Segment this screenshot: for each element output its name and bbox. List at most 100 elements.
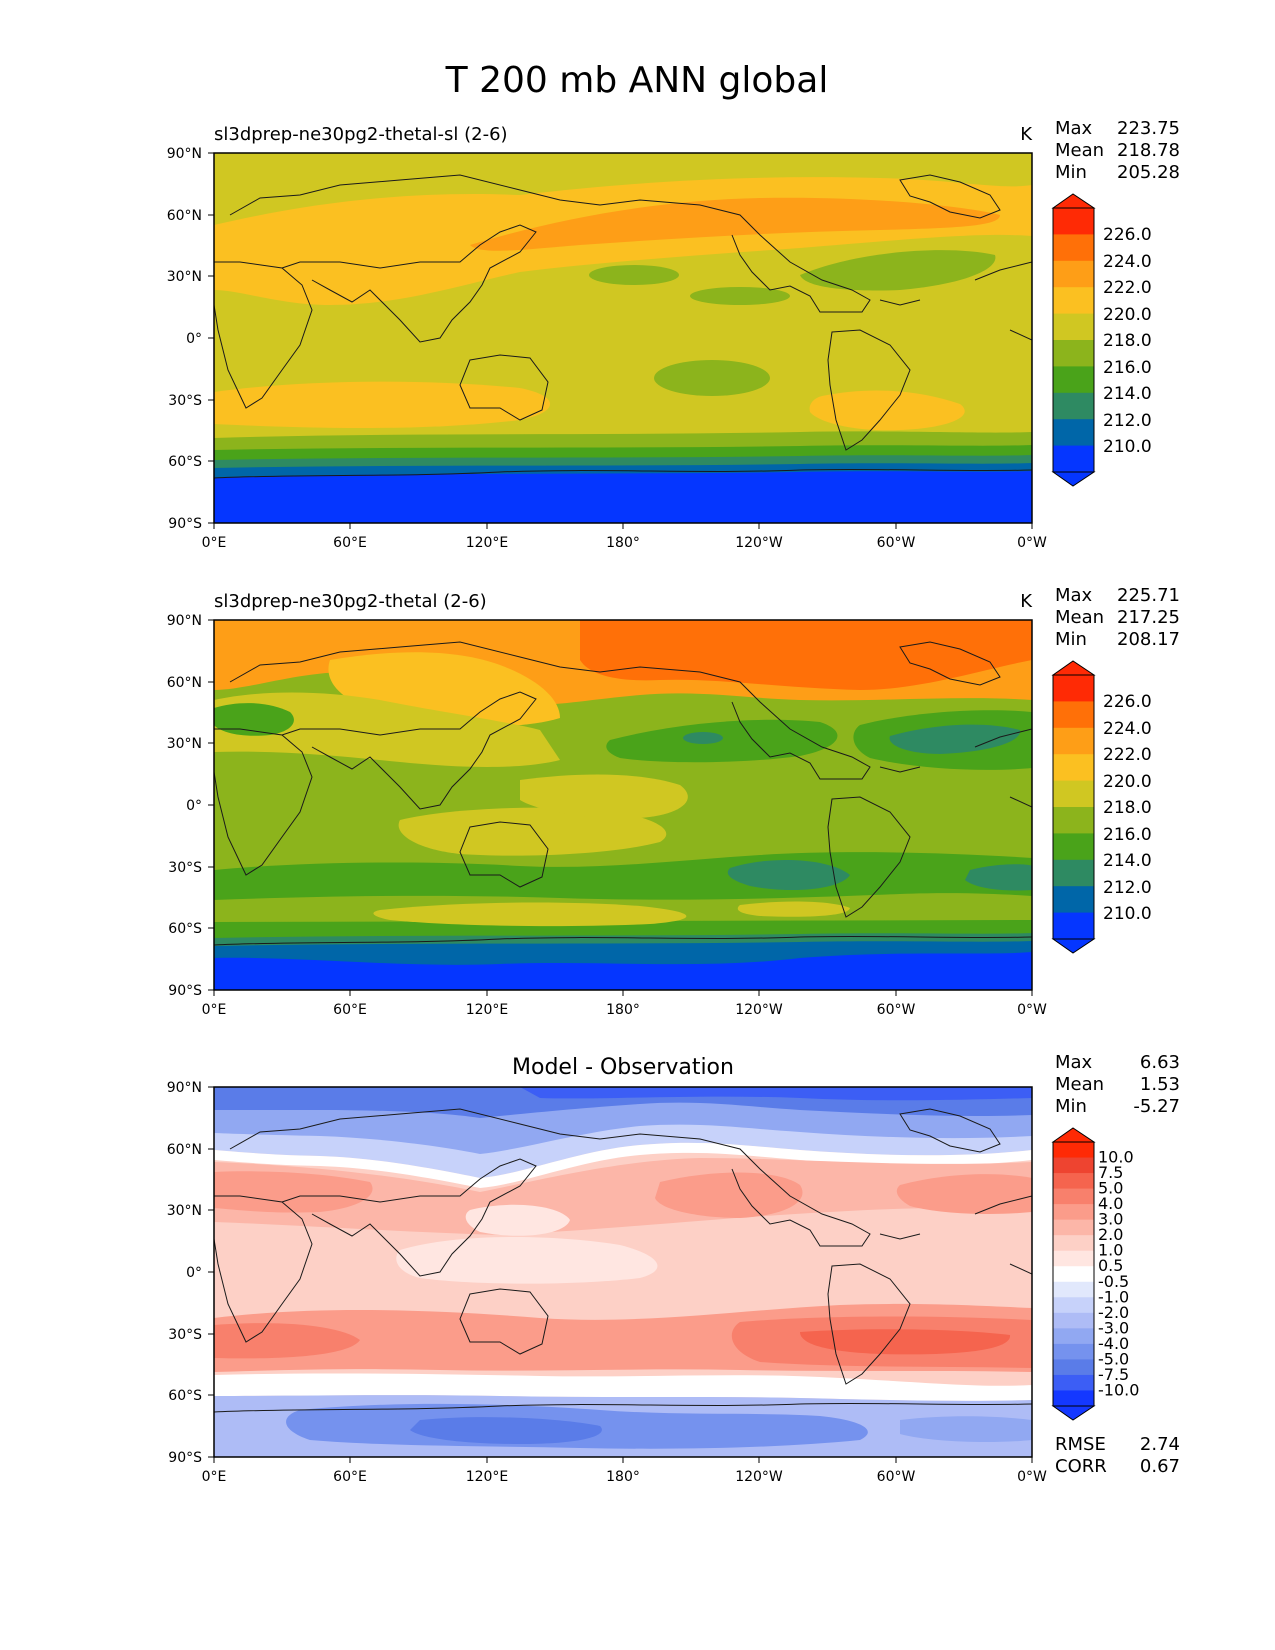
cb-tick: 7.5 [1098,1163,1123,1182]
cb-tick: 218.0 [1103,798,1152,818]
colorbar-swatch [1053,340,1094,367]
lat-tick-0: 0° [186,331,202,347]
colorbar-swatch [1053,1328,1094,1345]
lat-tick-60n: 60°N [167,675,202,691]
lon-tick-60w: 60°W [877,535,916,551]
colorbar-swatch [1053,859,1094,887]
panel-diff-stats: Max 6.63 Mean 1.53 Min -5.27 RMSE 2.74 C… [1055,1052,1180,1477]
cb-tick: 224.0 [1103,252,1152,272]
lat-tick-90n: 90°N [167,146,202,162]
colorbar-bottom-arrow [1051,1405,1096,1421]
colorbar-swatch [1053,313,1094,341]
lon-tick-120w: 120°W [735,1469,783,1485]
diff-mid-3-atl [896,1174,1032,1214]
diff-south-white [214,1373,1032,1401]
lat-tick-90n: 90°N [167,613,202,629]
lat-tick-60s: 60°S [168,1388,202,1404]
stat-label-max: Max [1055,1052,1093,1073]
stat-value-corr: 0.67 [1140,1456,1180,1477]
field-north-224 [580,620,1032,690]
diff-north-white [214,1142,1032,1188]
cb-tick: 220.0 [1103,772,1152,792]
field-south-below [214,952,1032,990]
stat-label-corr: CORR [1055,1456,1107,1477]
cb-tick: -2.0 [1098,1303,1129,1322]
lat-tick-60s: 60°S [168,454,202,470]
lon-tick-60e: 60°E [333,1469,367,1485]
stat-value-mean: 218.78 [1117,140,1180,161]
stat-value-max: 223.75 [1117,118,1180,139]
field-216-atlantic [800,250,996,291]
stat-label-min: Min [1055,1096,1087,1117]
field-south-220-west [214,381,550,428]
lon-tick-60e: 60°E [333,1002,367,1018]
cb-tick: 210.0 [1103,437,1152,457]
panel-test-map [214,153,1032,523]
lat-tick-90s: 90°S [168,1450,202,1466]
cb-tick: 212.0 [1103,411,1152,431]
lon-tick-120e: 120°E [466,535,509,551]
cb-tick: 214.0 [1103,851,1152,871]
stat-value-rmse: 2.74 [1140,1434,1180,1455]
colorbar-swatch [1053,1142,1094,1159]
colorbar-swatch [1053,392,1094,420]
stat-value-max: 6.63 [1140,1052,1180,1073]
stat-value-min: -5.27 [1133,1096,1180,1117]
colorbar-swatch [1053,1297,1094,1314]
colorbar-swatch [1053,1157,1094,1174]
cb-tick: 3.0 [1098,1210,1123,1229]
diff-south-neg3 [410,1417,602,1444]
panel-test-colorbar: 226.0 224.0 222.0 220.0 218.0 216.0 214.… [1051,193,1152,487]
cb-tick: 218.0 [1103,331,1152,351]
cb-tick: 226.0 [1103,692,1152,712]
field-north-222 [470,197,1000,251]
lon-tick-180: 180° [606,1469,640,1485]
diff-south-4 [214,1323,360,1359]
panel-diff-title: Model - Observation [512,1055,734,1080]
stat-label-min: Min [1055,629,1087,650]
colorbar-top-arrow [1051,660,1096,676]
lon-tick-0w: 0°W [1017,1469,1047,1485]
panel-test-lat-ticks: 90°N 60°N 30°N 0° 30°S 60°S 90°S [167,146,214,532]
lon-tick-0w: 0°W [1017,1002,1047,1018]
diff-south-5 [800,1329,1011,1355]
cb-tick: 220.0 [1103,305,1152,325]
stat-label-mean: Mean [1055,140,1104,161]
stat-value-mean: 217.25 [1117,607,1180,628]
lat-tick-90s: 90°S [168,516,202,532]
colorbar-segments [1052,674,1095,940]
cb-tick: -1.0 [1098,1287,1129,1306]
colorbar-swatch [1053,780,1094,808]
colorbar-swatch [1053,366,1094,394]
cb-tick: 224.0 [1103,719,1152,739]
stat-label-mean: Mean [1055,607,1104,628]
colorbar-swatch [1053,1374,1094,1391]
colorbar-swatch [1053,1343,1094,1360]
colorbar-swatch [1053,807,1094,834]
colorbar-swatch [1053,234,1094,262]
panel-ref-stats: Max 225.71 Mean 217.25 Min 208.17 [1055,585,1180,650]
lat-tick-30s: 30°S [168,393,202,409]
field-216-pacific-south [654,360,770,396]
figure-title: T 200 mb ANN global [445,60,829,101]
panel-ref: sl3dprep-ne30pg2-thetal (2-6) K [167,585,1180,1018]
cb-tick: 222.0 [1103,745,1152,765]
lat-tick-60n: 60°N [167,1142,202,1158]
colorbar-swatch [1053,754,1094,782]
stat-label-rmse: RMSE [1055,1434,1106,1455]
field-north-212-atlantic [889,724,1021,754]
colorbar-swatch [1053,727,1094,755]
cb-tick: -4.0 [1098,1334,1129,1353]
lon-tick-60e: 60°E [333,535,367,551]
lon-tick-60w: 60°W [877,1469,916,1485]
diff-mid-3-pac [655,1172,803,1218]
panel-ref-lat-ticks: 90°N 60°N 30°N 0° 30°S 60°S 90°S [167,613,214,999]
panel-test-label: sl3dprep-ne30pg2-thetal-sl (2-6) [214,124,508,145]
field-south-212-atl [965,864,1032,891]
lat-tick-30s: 30°S [168,1327,202,1343]
colorbar-swatch [1053,208,1094,235]
cb-tick: -0.5 [1098,1272,1129,1291]
coastlines [214,641,1032,946]
lon-tick-120w: 120°W [735,535,783,551]
